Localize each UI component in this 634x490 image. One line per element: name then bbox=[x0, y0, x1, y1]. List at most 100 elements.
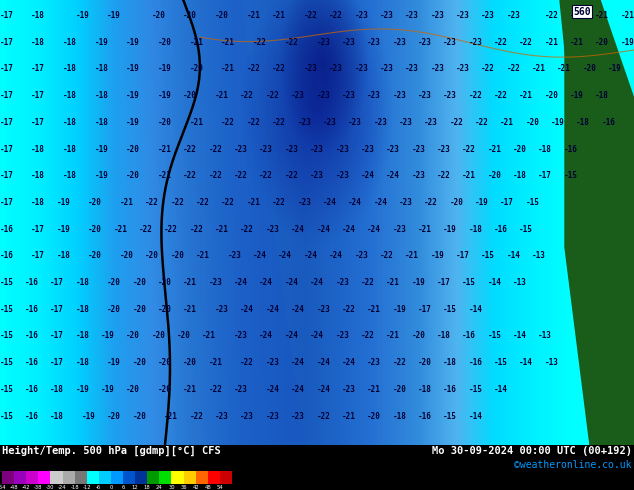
Text: -19: -19 bbox=[126, 118, 140, 127]
Text: -21: -21 bbox=[519, 91, 533, 100]
Text: -17: -17 bbox=[418, 305, 432, 314]
Text: -24: -24 bbox=[342, 358, 356, 367]
Text: -21: -21 bbox=[557, 65, 571, 74]
Text: -23: -23 bbox=[259, 145, 273, 153]
Text: -20: -20 bbox=[171, 251, 184, 260]
Text: -23: -23 bbox=[342, 38, 356, 47]
Text: -15: -15 bbox=[0, 331, 13, 341]
Text: -22: -22 bbox=[234, 171, 248, 180]
Polygon shape bbox=[590, 168, 634, 445]
Text: -23: -23 bbox=[405, 11, 419, 20]
Text: -22: -22 bbox=[183, 145, 197, 153]
Text: -19: -19 bbox=[82, 412, 96, 420]
Text: -17: -17 bbox=[31, 224, 45, 234]
Text: -21: -21 bbox=[405, 251, 419, 260]
Text: -23: -23 bbox=[323, 118, 337, 127]
Text: -20: -20 bbox=[526, 118, 540, 127]
Text: -15: -15 bbox=[0, 305, 13, 314]
Text: -20: -20 bbox=[583, 65, 597, 74]
Text: -21: -21 bbox=[164, 412, 178, 420]
Text: -21: -21 bbox=[367, 385, 381, 394]
Text: -15: -15 bbox=[469, 385, 482, 394]
Text: -24: -24 bbox=[278, 251, 292, 260]
Text: -22: -22 bbox=[316, 412, 330, 420]
Text: -23: -23 bbox=[291, 412, 305, 420]
Text: -20: -20 bbox=[88, 198, 102, 207]
Text: -22: -22 bbox=[481, 65, 495, 74]
Text: -20: -20 bbox=[183, 11, 197, 20]
Bar bbox=[220, 471, 232, 484]
Text: -23: -23 bbox=[399, 118, 413, 127]
Text: -22: -22 bbox=[494, 91, 508, 100]
Text: -15: -15 bbox=[564, 171, 578, 180]
Text: -22: -22 bbox=[164, 224, 178, 234]
Text: -18: -18 bbox=[75, 358, 89, 367]
Text: -21: -21 bbox=[183, 305, 197, 314]
Text: -23: -23 bbox=[430, 11, 444, 20]
Text: -20: -20 bbox=[126, 331, 140, 341]
Bar bbox=[99, 471, 111, 484]
Bar bbox=[26, 471, 38, 484]
Text: -23: -23 bbox=[481, 11, 495, 20]
Text: -15: -15 bbox=[443, 412, 457, 420]
Text: -23: -23 bbox=[392, 38, 406, 47]
Text: -23: -23 bbox=[411, 145, 425, 153]
Text: -23: -23 bbox=[469, 38, 482, 47]
Text: -21: -21 bbox=[215, 224, 229, 234]
Text: -22: -22 bbox=[380, 251, 394, 260]
Text: -15: -15 bbox=[0, 385, 13, 394]
Text: -18: -18 bbox=[443, 358, 457, 367]
Text: -23: -23 bbox=[291, 91, 305, 100]
Text: -14: -14 bbox=[469, 412, 482, 420]
Polygon shape bbox=[565, 20, 634, 445]
Text: -21: -21 bbox=[221, 65, 235, 74]
Text: -21: -21 bbox=[183, 278, 197, 287]
Text: -20: -20 bbox=[177, 331, 191, 341]
Bar bbox=[159, 471, 171, 484]
Text: -18: -18 bbox=[437, 331, 451, 341]
Text: -13: -13 bbox=[513, 278, 527, 287]
Text: -22: -22 bbox=[240, 224, 254, 234]
Text: -20: -20 bbox=[158, 118, 172, 127]
Text: Mo 30-09-2024 00:00 UTC (00+192): Mo 30-09-2024 00:00 UTC (00+192) bbox=[432, 446, 632, 456]
Text: -20: -20 bbox=[88, 224, 102, 234]
Text: -24: -24 bbox=[58, 486, 67, 490]
Text: -20: -20 bbox=[152, 11, 165, 20]
Text: -23: -23 bbox=[234, 385, 248, 394]
Text: -20: -20 bbox=[488, 171, 501, 180]
Text: -22: -22 bbox=[361, 278, 375, 287]
Text: -18: -18 bbox=[595, 91, 609, 100]
Text: -23: -23 bbox=[399, 198, 413, 207]
Text: -22: -22 bbox=[469, 91, 482, 100]
Text: -18: -18 bbox=[94, 91, 108, 100]
Text: -23: -23 bbox=[354, 251, 368, 260]
Text: 12: 12 bbox=[132, 486, 139, 490]
Text: -23: -23 bbox=[215, 305, 229, 314]
Text: -20: -20 bbox=[158, 385, 172, 394]
Text: -17: -17 bbox=[31, 118, 45, 127]
Text: -30: -30 bbox=[46, 486, 55, 490]
Text: -24: -24 bbox=[285, 331, 299, 341]
Text: -16: -16 bbox=[25, 278, 39, 287]
Text: -20: -20 bbox=[595, 38, 609, 47]
Text: -18: -18 bbox=[94, 65, 108, 74]
Text: -20: -20 bbox=[158, 38, 172, 47]
Text: -21: -21 bbox=[500, 118, 514, 127]
Text: -23: -23 bbox=[411, 171, 425, 180]
Text: 48: 48 bbox=[204, 486, 211, 490]
Text: -20: -20 bbox=[411, 331, 425, 341]
Text: -22: -22 bbox=[171, 198, 184, 207]
Text: -22: -22 bbox=[475, 118, 489, 127]
Text: -23: -23 bbox=[215, 412, 229, 420]
Text: -21: -21 bbox=[247, 11, 261, 20]
Text: -23: -23 bbox=[392, 224, 406, 234]
Text: -18: -18 bbox=[56, 251, 70, 260]
Text: -19: -19 bbox=[107, 11, 121, 20]
Bar bbox=[87, 471, 99, 484]
Text: -17: -17 bbox=[0, 65, 13, 74]
Text: 54: 54 bbox=[217, 486, 223, 490]
Text: -23: -23 bbox=[310, 171, 324, 180]
Text: -17: -17 bbox=[538, 171, 552, 180]
Text: -15: -15 bbox=[443, 305, 457, 314]
Text: -15: -15 bbox=[494, 358, 508, 367]
